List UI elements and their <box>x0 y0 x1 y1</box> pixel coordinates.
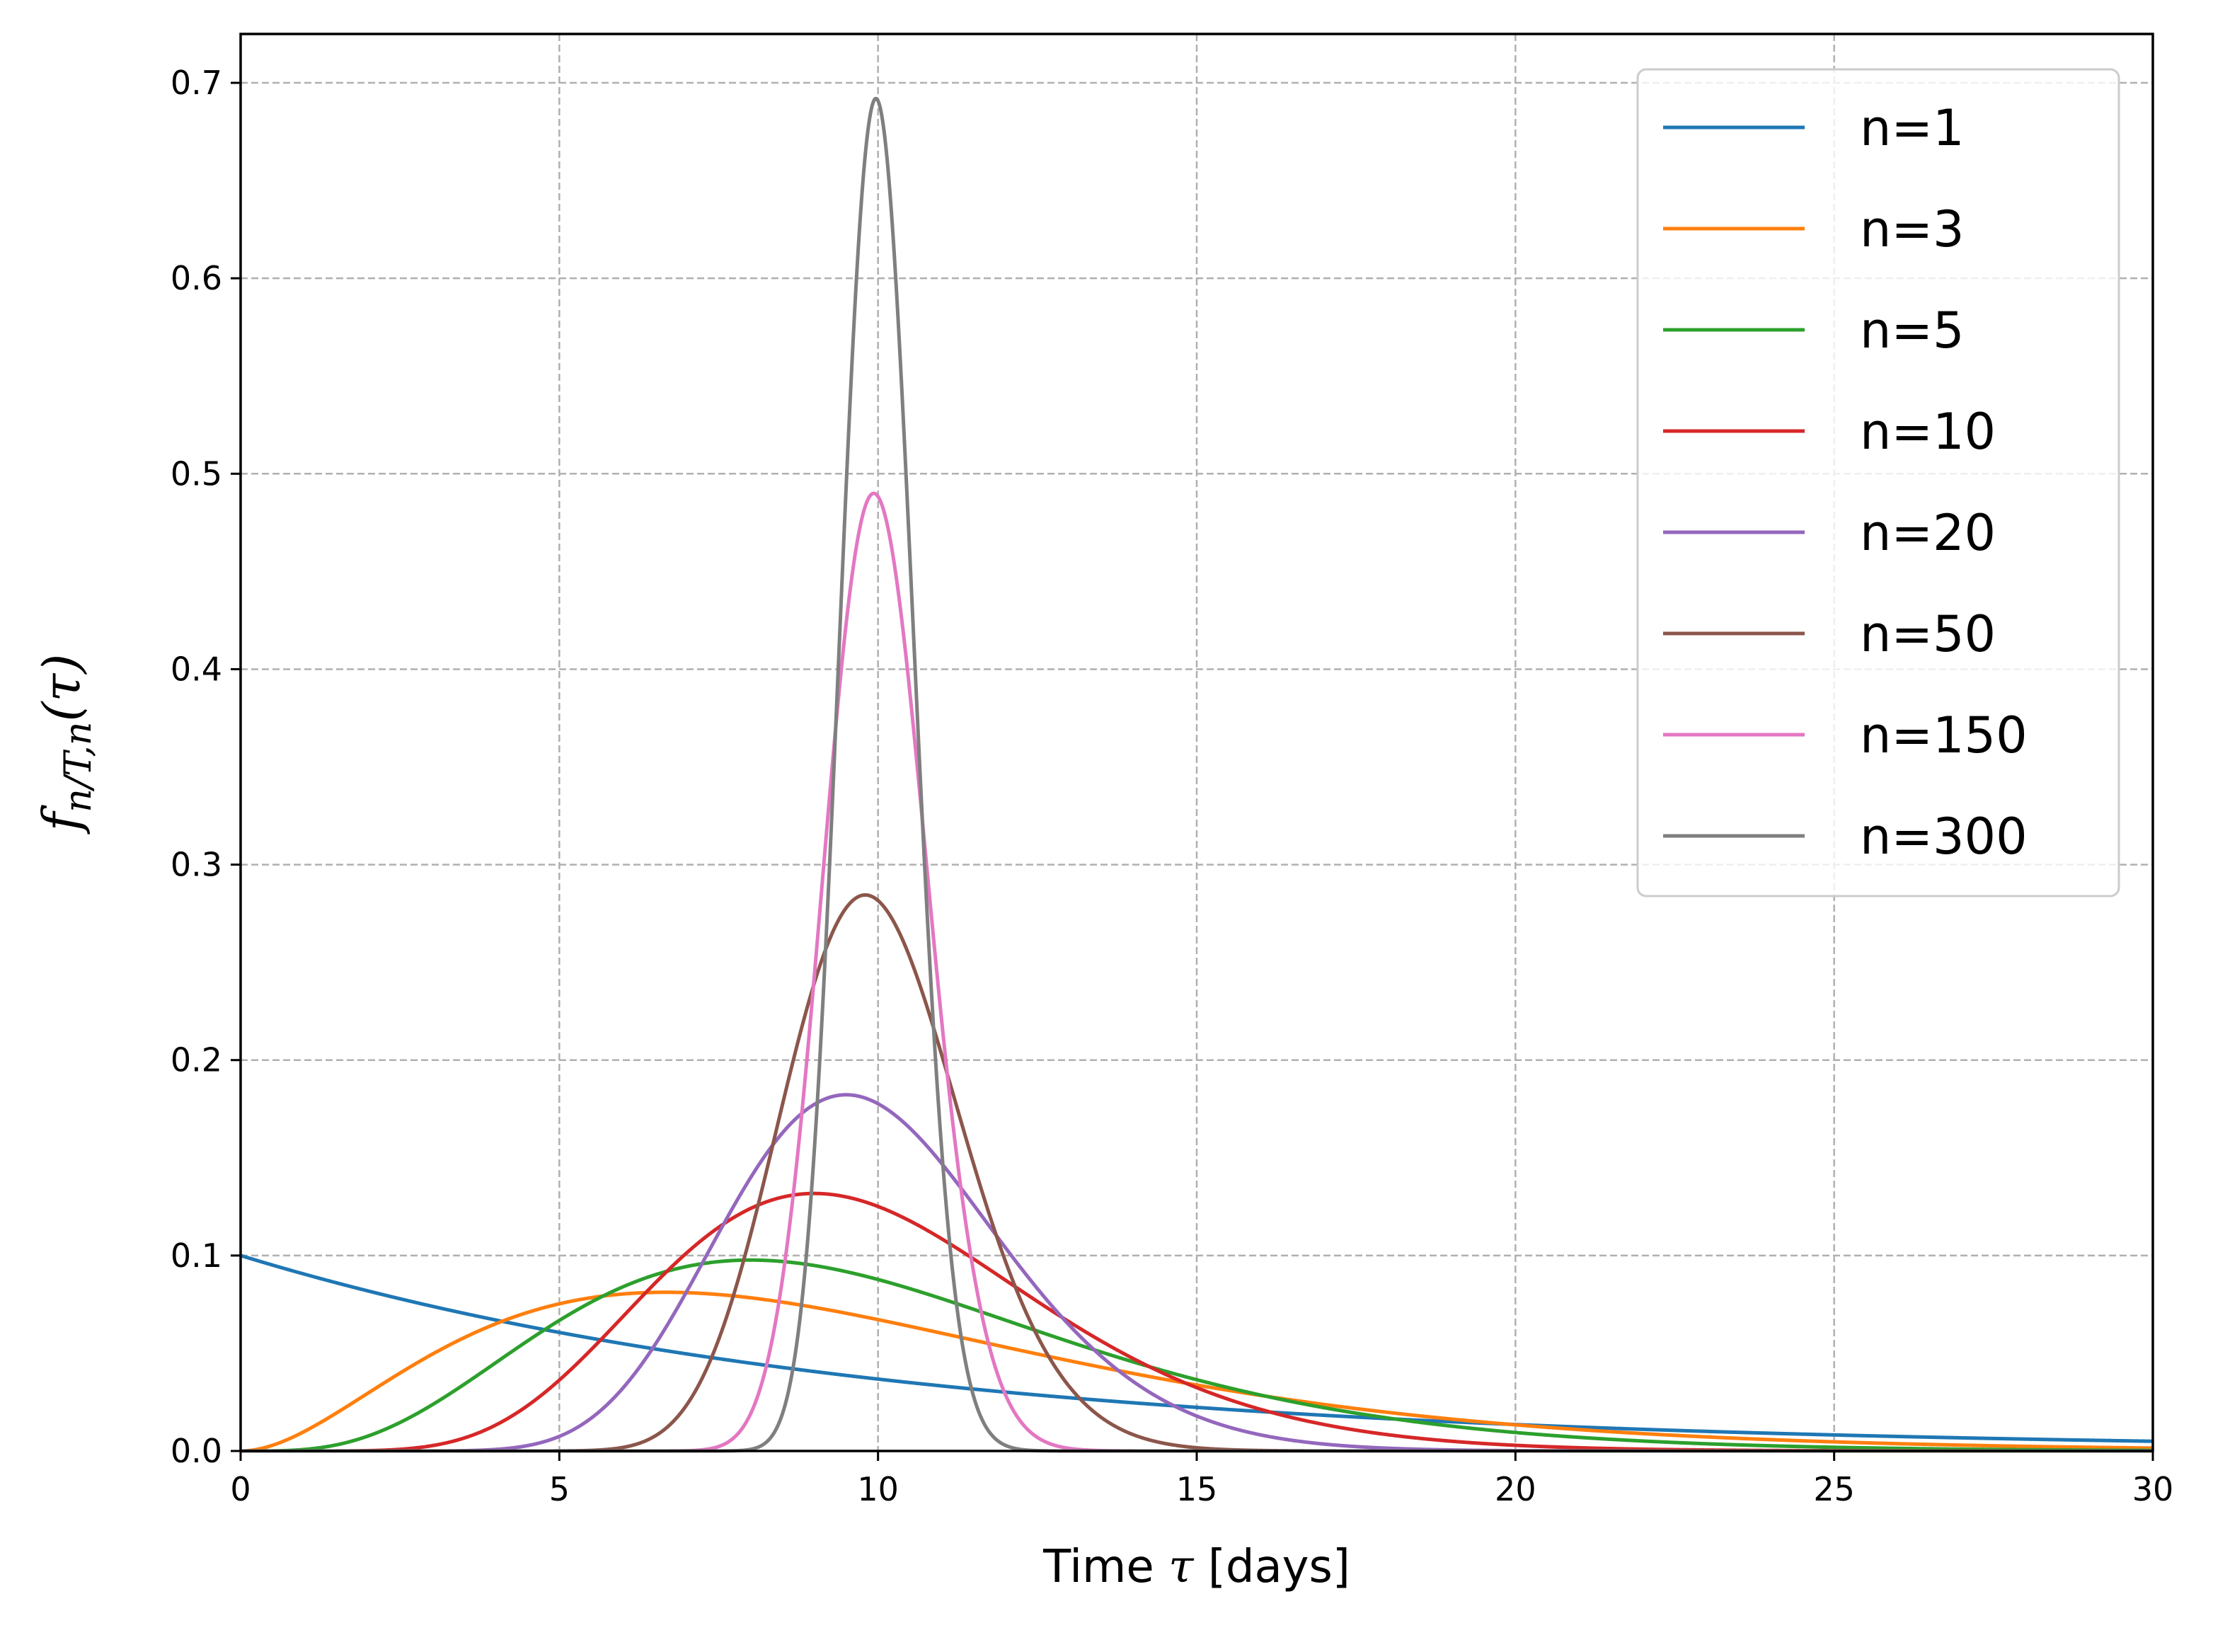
x-axis-label: Time τ [days] <box>1042 1541 1350 1593</box>
legend-item: n=50 <box>1663 605 1996 663</box>
legend-item: n=10 <box>1663 403 1996 461</box>
series-line-n=3 <box>239 1290 2154 1453</box>
legend-label: n=20 <box>1860 504 1996 562</box>
legend-item: n=150 <box>1663 706 2028 764</box>
series-line-n=5 <box>239 1258 2154 1453</box>
x-tick-label: 15 <box>1176 1470 1218 1508</box>
legend-label: n=150 <box>1860 706 2028 764</box>
legend-label: n=300 <box>1860 808 2028 866</box>
legend-label: n=10 <box>1860 403 1996 461</box>
y-tick-label: 0.6 <box>171 259 222 297</box>
y-tick-label: 0.3 <box>171 846 222 884</box>
axis-ticks: 0 5 10 15 20 25 30 0.0 0.1 0.2 0.3 0.4 0.5 0.6 0.7 <box>171 64 2173 1508</box>
legend-item: n=3 <box>1663 200 1965 258</box>
y-tick-label: 0.5 <box>171 454 222 493</box>
y-axis-label: fn/T,n(τ) <box>32 654 100 835</box>
x-tick-label: 5 <box>549 1470 570 1508</box>
legend: n=1 n=3 n=5 n=10 n=20 n=50 n=150 n=300 <box>1636 68 2120 897</box>
legend-label: n=1 <box>1860 99 1965 157</box>
legend-item: n=300 <box>1663 808 2028 866</box>
y-tick-label: 0.4 <box>171 650 222 688</box>
legend-item: n=1 <box>1663 99 1965 157</box>
legend-box <box>1636 68 2120 897</box>
y-tick-label: 0.7 <box>171 64 222 102</box>
x-tick-label: 30 <box>2132 1470 2174 1508</box>
y-tick-label: 0.0 <box>171 1432 222 1470</box>
y-tick-label: 0.1 <box>171 1237 222 1275</box>
legend-label: n=50 <box>1860 605 1996 663</box>
x-tick-label: 20 <box>1495 1470 1536 1508</box>
x-tick-label: 10 <box>857 1470 899 1508</box>
y-tick-label: 0.2 <box>171 1041 222 1079</box>
series-line-n=1 <box>239 1254 2154 1443</box>
x-tick-label: 0 <box>230 1470 251 1508</box>
legend-label: n=3 <box>1860 200 1965 258</box>
x-tick-label: 25 <box>1813 1470 1855 1508</box>
legend-items: n=1 n=3 n=5 n=10 n=20 n=50 n=150 n=300 <box>1663 99 2028 866</box>
legend-label: n=5 <box>1860 302 1965 360</box>
legend-item: n=20 <box>1663 504 1996 562</box>
legend-item: n=5 <box>1663 302 1965 360</box>
